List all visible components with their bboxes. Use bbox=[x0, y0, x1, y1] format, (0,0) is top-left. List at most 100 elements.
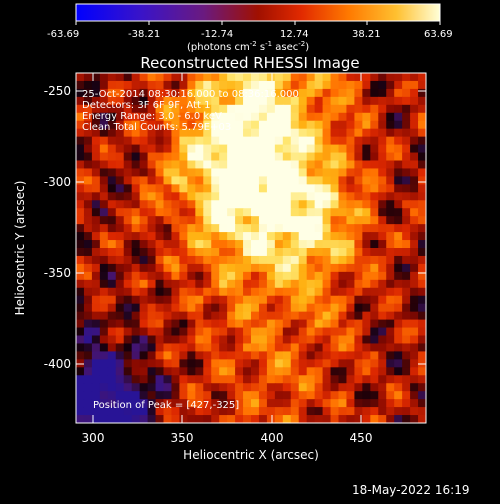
heatmap-pixel bbox=[274, 287, 284, 297]
heatmap-pixel bbox=[203, 263, 212, 273]
heatmap-pixel bbox=[91, 399, 101, 408]
heatmap-pixel bbox=[227, 184, 236, 193]
heatmap-pixel bbox=[354, 367, 363, 376]
heatmap-pixel bbox=[163, 168, 173, 177]
heatmap-pixel bbox=[83, 255, 93, 265]
heatmap-pixel bbox=[83, 160, 93, 170]
heatmap-pixel bbox=[306, 367, 316, 376]
heatmap-pixel bbox=[314, 216, 324, 225]
heatmap-pixel bbox=[187, 415, 196, 423]
heatmap-pixel bbox=[290, 112, 300, 122]
heatmap-pixel bbox=[203, 152, 212, 162]
heatmap-pixel bbox=[266, 152, 276, 162]
heatmap-pixel bbox=[179, 136, 188, 146]
heatmap-pixel bbox=[314, 295, 324, 305]
heatmap-pixel bbox=[227, 136, 236, 146]
heatmap-pixel bbox=[131, 73, 141, 82]
heatmap-pixel bbox=[99, 240, 109, 249]
heatmap-pixel bbox=[227, 96, 236, 106]
heatmap-pixel bbox=[251, 359, 260, 368]
heatmap-pixel bbox=[314, 279, 324, 289]
heatmap-pixel bbox=[91, 287, 101, 297]
heatmap-pixel bbox=[386, 415, 395, 423]
heatmap-pixel bbox=[266, 128, 276, 138]
heatmap-pixel bbox=[243, 104, 252, 114]
heatmap-pixel bbox=[282, 80, 292, 90]
heatmap-pixel bbox=[107, 192, 117, 201]
heatmap-pixel bbox=[163, 415, 173, 423]
heatmap-pixel bbox=[99, 383, 109, 392]
heatmap-pixel bbox=[266, 335, 276, 345]
heatmap-pixel bbox=[314, 88, 324, 98]
heatmap-pixel bbox=[346, 383, 355, 392]
heatmap-pixel bbox=[163, 367, 173, 376]
heatmap-pixel bbox=[362, 80, 371, 90]
heatmap-pixel bbox=[219, 391, 228, 400]
heatmap-pixel bbox=[346, 375, 355, 384]
heatmap-pixel bbox=[274, 383, 284, 392]
heatmap-pixel bbox=[394, 128, 403, 138]
heatmap-pixel bbox=[354, 391, 363, 400]
heatmap-pixel bbox=[386, 176, 395, 185]
heatmap-pixel bbox=[107, 263, 117, 273]
heatmap-pixel bbox=[322, 407, 332, 416]
heatmap-pixel bbox=[99, 287, 109, 297]
heatmap-pixel bbox=[322, 104, 332, 114]
heatmap-pixel bbox=[378, 399, 387, 408]
heatmap-pixel bbox=[378, 327, 387, 337]
heatmap-pixel bbox=[163, 391, 173, 400]
heatmap-pixel bbox=[418, 375, 426, 384]
heatmap-pixel bbox=[386, 271, 395, 281]
heatmap-pixel bbox=[306, 351, 316, 360]
heatmap-pixel bbox=[298, 136, 308, 146]
heatmap-pixel bbox=[370, 407, 379, 416]
heatmap-pixel bbox=[179, 120, 188, 130]
heatmap-pixel bbox=[298, 383, 308, 392]
heatmap-pixel bbox=[274, 271, 284, 281]
heatmap-pixel bbox=[203, 351, 212, 360]
heatmap-pixel bbox=[179, 383, 188, 392]
heatmap-pixel bbox=[187, 208, 196, 217]
heatmap-pixel bbox=[362, 104, 371, 114]
heatmap-pixel bbox=[394, 73, 403, 82]
heatmap-pixel bbox=[219, 383, 228, 392]
heatmap-pixel bbox=[131, 415, 141, 423]
heatmap-pixel bbox=[91, 391, 101, 400]
heatmap-pixel bbox=[274, 184, 284, 193]
heatmap-pixel bbox=[139, 88, 149, 98]
heatmap-pixel bbox=[251, 295, 260, 305]
heatmap-pixel bbox=[131, 359, 141, 368]
heatmap-pixel bbox=[115, 399, 125, 408]
heatmap-pixel bbox=[155, 216, 165, 225]
heatmap-pixel bbox=[171, 224, 180, 233]
heatmap-pixel bbox=[163, 279, 173, 289]
heatmap-pixel bbox=[107, 255, 117, 265]
heatmap-pixel bbox=[338, 184, 348, 193]
heatmap-pixel bbox=[195, 184, 204, 193]
heatmap-pixel bbox=[219, 120, 228, 130]
heatmap-pixel bbox=[306, 208, 316, 217]
heatmap-pixel bbox=[306, 295, 316, 305]
heatmap-pixel bbox=[346, 335, 355, 345]
heatmap-pixel bbox=[258, 104, 268, 114]
heatmap-pixel bbox=[195, 200, 204, 209]
heatmap-pixel bbox=[290, 271, 300, 281]
heatmap-pixel bbox=[107, 391, 117, 400]
heatmap-pixel bbox=[91, 104, 101, 114]
heatmap-pixel bbox=[115, 263, 125, 273]
heatmap-pixel bbox=[155, 160, 165, 170]
heatmap-pixel bbox=[314, 303, 324, 313]
heatmap-pixel bbox=[266, 240, 276, 249]
heatmap-pixel bbox=[282, 88, 292, 98]
heatmap-pixel bbox=[171, 343, 180, 352]
heatmap-pixel bbox=[139, 335, 149, 345]
heatmap-pixel bbox=[211, 263, 220, 273]
heatmap-pixel bbox=[131, 80, 141, 90]
y-tick-label: -400 bbox=[44, 357, 71, 371]
heatmap-pixel bbox=[338, 271, 348, 281]
heatmap-pixel bbox=[258, 303, 268, 313]
heatmap-pixel bbox=[338, 248, 348, 257]
heatmap-pixel bbox=[99, 255, 109, 265]
heatmap-pixel bbox=[195, 407, 204, 416]
heatmap-pixel bbox=[418, 136, 426, 146]
